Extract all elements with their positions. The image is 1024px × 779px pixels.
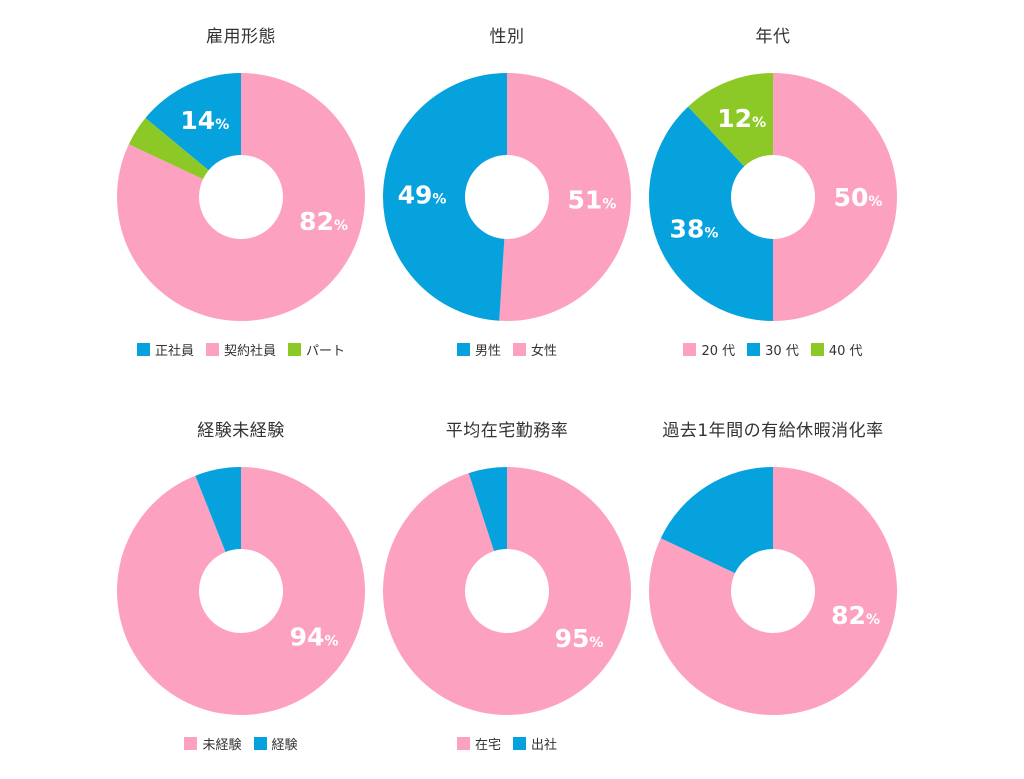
legend-entry: 40 代 <box>810 340 863 359</box>
donut-chart: 50% 38% 12% <box>649 73 897 321</box>
legend-swatch <box>683 343 697 356</box>
pie-slice <box>383 467 631 715</box>
legend-entry: 男性 <box>456 340 501 359</box>
data-label: 82% <box>299 207 348 236</box>
pie-slice <box>773 73 897 321</box>
donut-chart: 94% <box>116 467 365 715</box>
chart-title: 経験未経験 <box>197 421 285 441</box>
legend-swatch <box>513 343 526 356</box>
data-label: 50% <box>834 183 883 212</box>
legend-entry: 正社員 <box>136 340 194 359</box>
legend-label: パート <box>306 344 346 359</box>
legend-entry: 出社 <box>513 734 557 753</box>
pie-slice <box>383 73 507 321</box>
legend-label: 40 代 <box>828 344 863 359</box>
chart-legend: 未経験 経験 <box>91 734 391 753</box>
legend-label: 契約社員 <box>223 344 276 359</box>
pie-slice <box>195 467 241 552</box>
legend-swatch <box>205 343 219 356</box>
pie-slice <box>649 106 773 321</box>
data-label: 38% <box>670 214 719 243</box>
data-label: 95% <box>555 624 604 653</box>
legend-label: 経験 <box>271 738 298 753</box>
pie-slice <box>688 73 773 167</box>
legend-entry: 未経験 <box>184 734 242 753</box>
pie-slice <box>649 467 897 715</box>
legend-label: 出社 <box>531 738 558 753</box>
legend-entry: パート <box>288 340 345 359</box>
legend-label: 男性 <box>474 344 501 359</box>
chart-title: 過去1年間の有給休暇消化率 <box>662 421 884 441</box>
legend-swatch <box>288 343 301 356</box>
chart-legend: 20 代 30 代 40 代 <box>623 340 923 359</box>
legend-entry: 経験 <box>253 734 298 753</box>
legend-swatch <box>136 343 150 356</box>
data-label: 94% <box>290 622 339 651</box>
donut-chart: 51% 49% <box>383 73 632 321</box>
legend-swatch <box>513 737 526 750</box>
legend-swatch <box>456 343 470 356</box>
chart-title: 性別 <box>489 27 525 47</box>
data-label: 14% <box>180 106 229 135</box>
pie-slice <box>116 467 365 715</box>
legend-entry: 20 代 <box>683 340 735 359</box>
chart-panel-gender: 性別 51% 49% 男性 女性 <box>357 0 657 370</box>
chart-legend: 男性 女性 <box>357 340 657 359</box>
data-label: 49% <box>398 180 447 209</box>
pie-slice <box>117 73 365 321</box>
chart-title: 雇用形態 <box>206 27 276 47</box>
legend-swatch <box>456 737 470 750</box>
legend-entry: 女性 <box>513 340 557 359</box>
legend-label: 在宅 <box>474 738 501 753</box>
pie-slice <box>660 467 773 574</box>
pie-slice <box>128 117 209 180</box>
pie-slice <box>499 73 632 321</box>
chart-panel-age: 年代 50% 38% 12% 20 代 30 代 40 代 <box>623 0 923 370</box>
legend-swatch <box>810 343 824 356</box>
data-label: 82% <box>831 601 880 630</box>
legend-label: 女性 <box>531 344 558 359</box>
legend-entry: 30 代 <box>747 340 799 359</box>
chart-panel-experience: 経験未経験 94% 未経験 経験 <box>91 394 391 764</box>
legend-entry: 在宅 <box>456 734 501 753</box>
chart-panel-employment-type: 雇用形態 82% 14% 正社員 契約社員 パート <box>91 0 391 370</box>
data-label: 51% <box>568 186 617 215</box>
legend-label: 正社員 <box>154 344 194 359</box>
pie-slice <box>145 73 241 171</box>
chart-legend: 在宅 出社 <box>357 734 657 753</box>
donut-chart: 82% 14% <box>117 73 365 321</box>
legend-label: 20 代 <box>701 344 736 359</box>
legend-entry: 契約社員 <box>205 340 276 359</box>
chart-panel-remote-work: 平均在宅勤務率 95% 在宅 出社 <box>357 394 657 764</box>
legend-label: 30 代 <box>765 344 799 359</box>
legend-swatch <box>747 343 761 356</box>
legend-swatch <box>184 737 198 750</box>
donut-chart: 95% <box>383 467 631 715</box>
donut-chart: 82% <box>649 467 897 715</box>
chart-title: 年代 <box>755 27 791 47</box>
chart-panel-paid-leave: 過去1年間の有給休暇消化率 82% <box>623 394 923 764</box>
chart-title: 平均在宅勤務率 <box>445 421 569 441</box>
legend-swatch <box>253 737 267 750</box>
data-label: 12% <box>717 104 766 133</box>
pie-slice <box>468 467 507 552</box>
legend-label: 未経験 <box>202 738 242 753</box>
chart-legend: 正社員 契約社員 パート <box>91 340 391 359</box>
